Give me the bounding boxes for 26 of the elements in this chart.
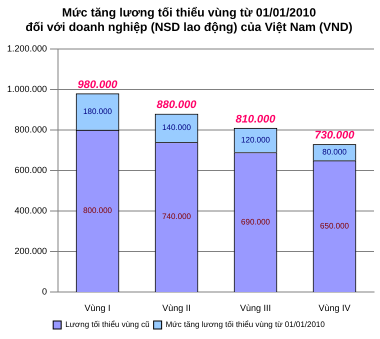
data-label: 650.000 xyxy=(320,221,350,230)
y-tick-label: 800.000 xyxy=(14,124,48,134)
chart-title: Mức tăng lương tối thiểu vùng từ 01/01/2010 đối với doanh nghiệp (NSD lao động) của Việt Nam (VND) xyxy=(26,6,352,34)
data-label: 690.000 xyxy=(241,217,271,226)
data-label: 80.000 xyxy=(322,147,348,156)
data-label: 800.000 xyxy=(83,206,113,216)
x-tick-label: Vùng I xyxy=(84,303,111,314)
x-tick-label: Vùng II xyxy=(162,303,191,314)
total-label: 810.000 xyxy=(236,113,276,126)
y-tick-label: 1.200.000 xyxy=(6,43,48,54)
data-label: 140.000 xyxy=(162,123,192,132)
y-tick-label: 200.000 xyxy=(14,246,48,256)
data-label: 120.000 xyxy=(241,135,271,144)
y-tick-label: 0 xyxy=(42,286,48,297)
y-tick-label: 1.000.000 xyxy=(6,84,48,94)
legend-label: Mức tăng lương tối thiểu vùng từ 01/01/2010 xyxy=(166,320,326,330)
legend-label: Lương tối thiểu vùng cũ xyxy=(65,320,150,330)
total-label: 730.000 xyxy=(314,130,356,142)
total-label: 980.000 xyxy=(78,78,118,91)
y-tick-label: 600.000 xyxy=(14,164,48,175)
x-tick-label: Vùng III xyxy=(240,303,272,314)
data-label: 180.000 xyxy=(83,106,113,116)
x-tick-label: Vùng IV xyxy=(318,303,351,314)
y-tick-label: 400.000 xyxy=(14,206,48,216)
total-label: 880.000 xyxy=(156,99,198,112)
data-label: 740.000 xyxy=(162,212,192,222)
